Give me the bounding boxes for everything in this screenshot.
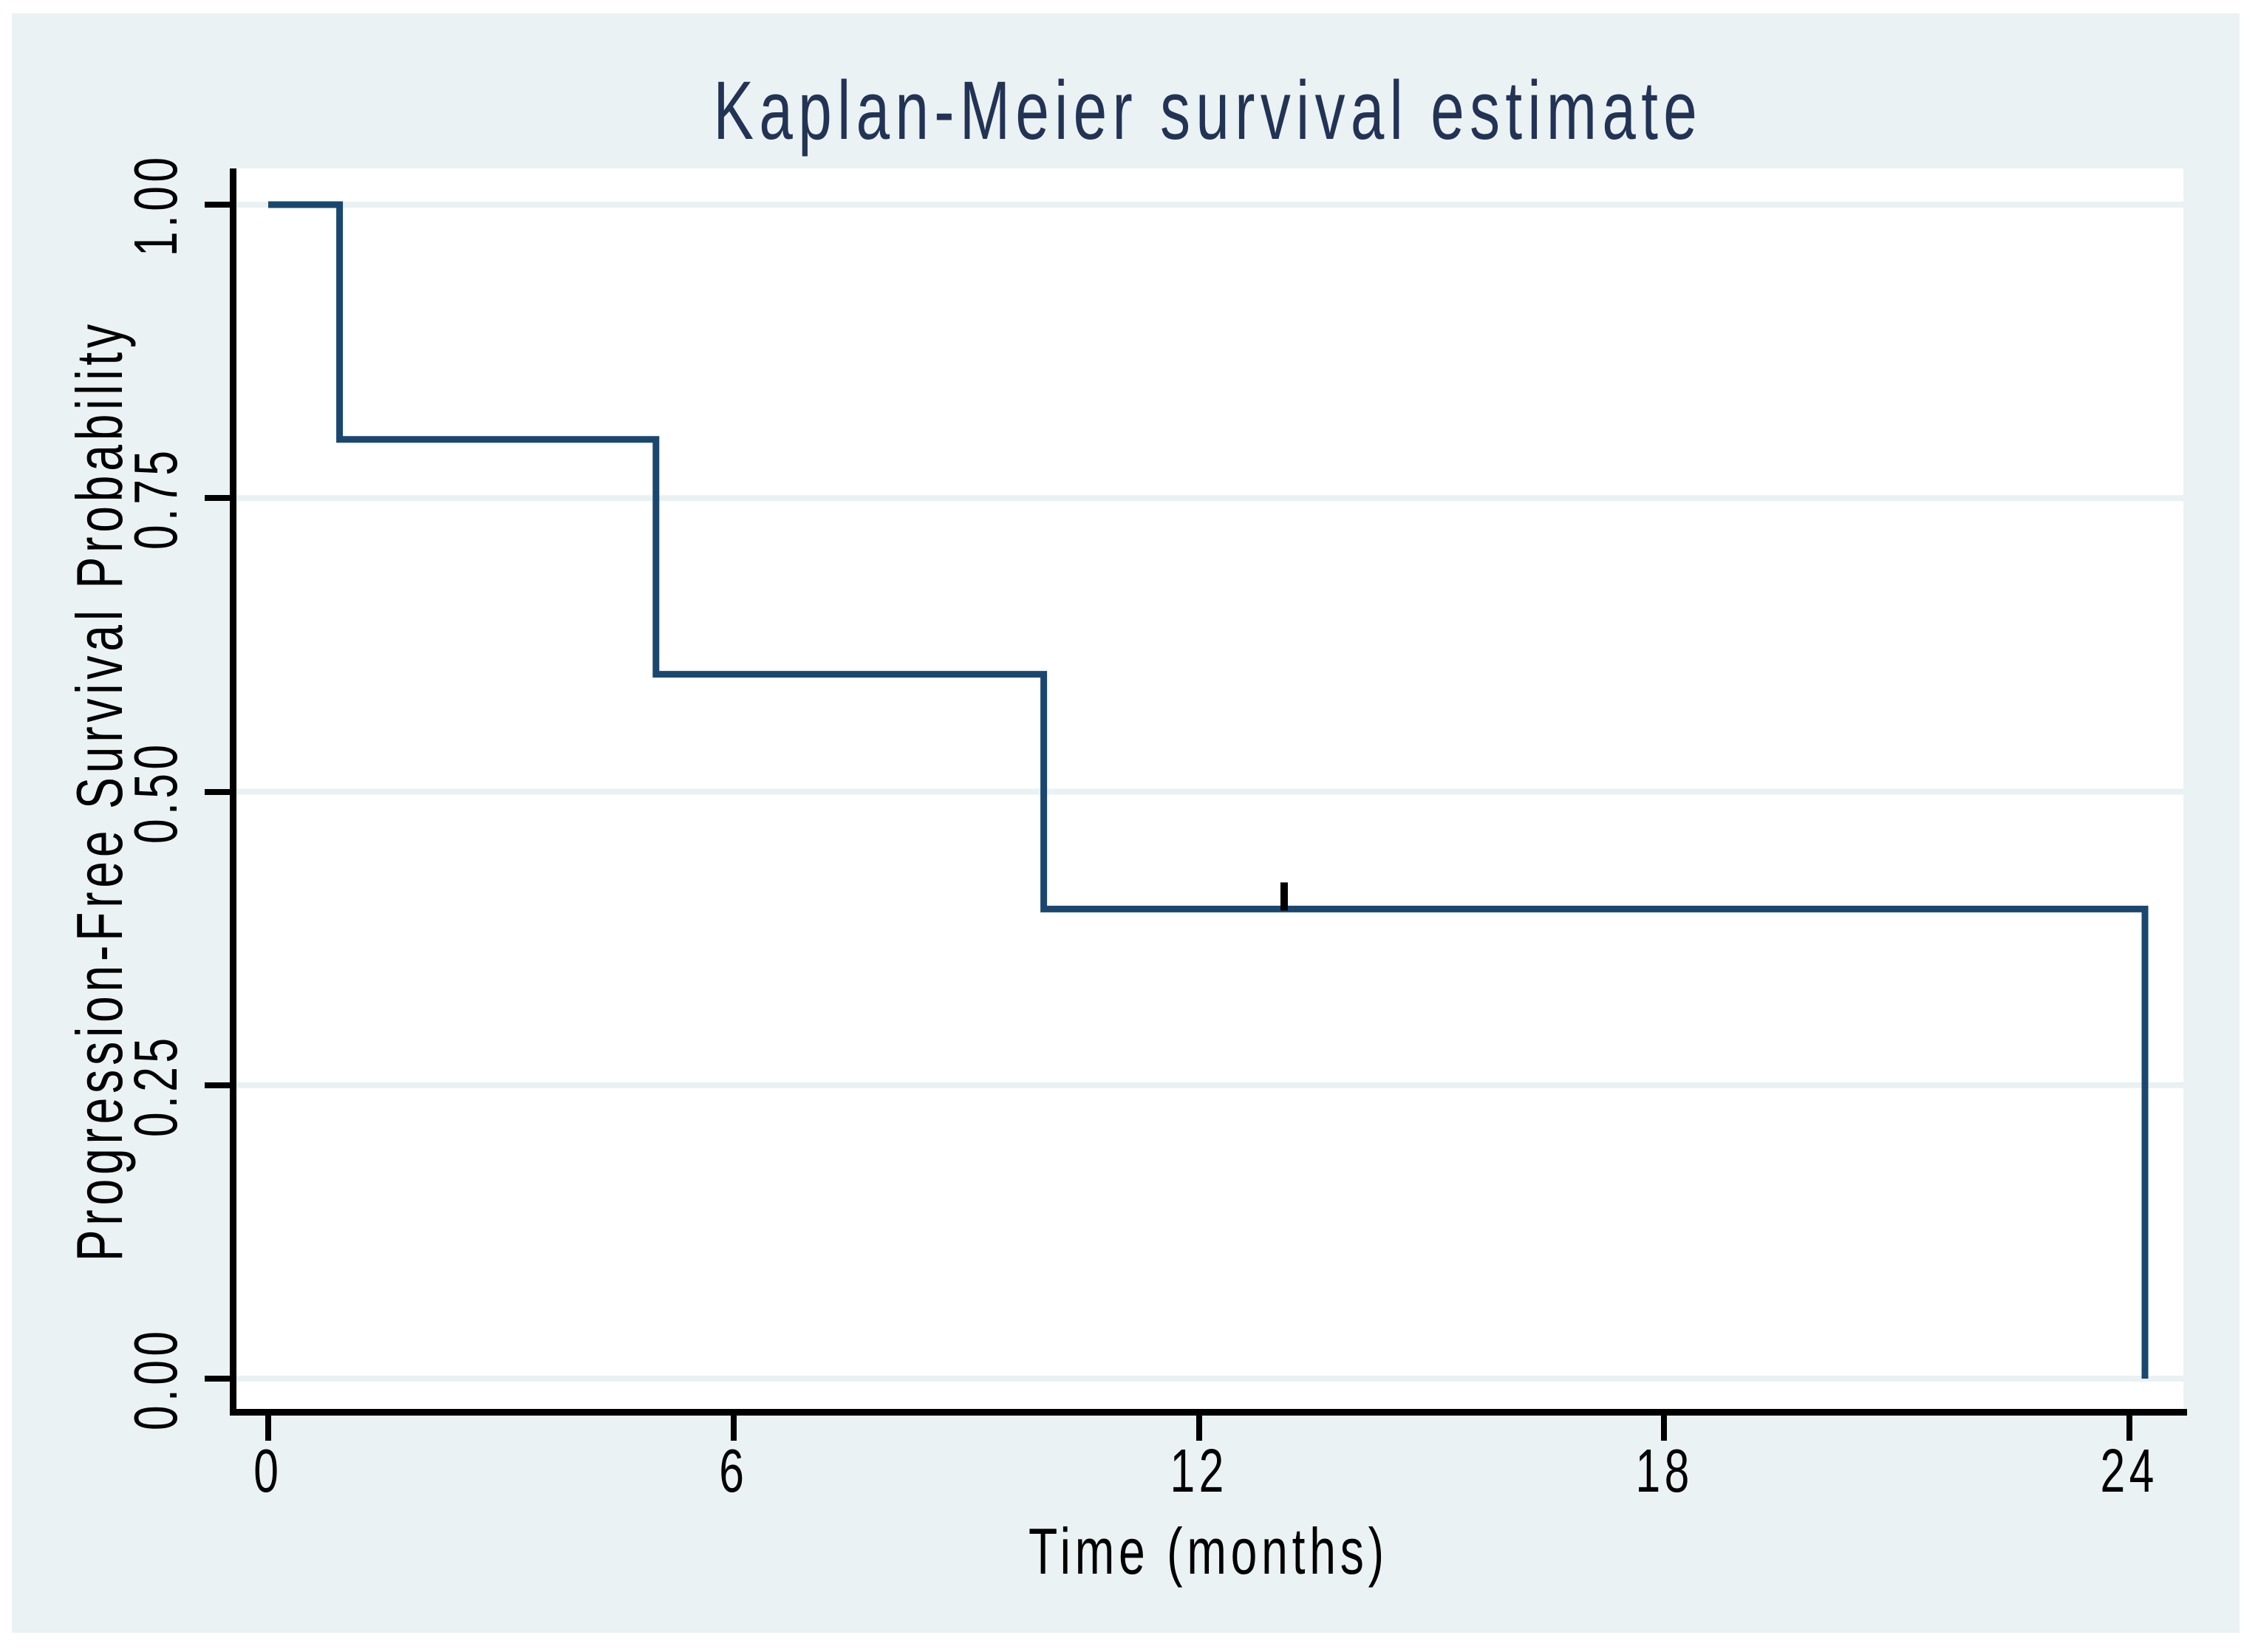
x-tick-label-text: 18: [1635, 1436, 1694, 1505]
x-tick-label: 12: [1118, 1436, 1280, 1505]
y-tick: [205, 1376, 230, 1382]
x-axis-title: Time (months): [233, 1515, 2183, 1588]
chart-title: Kaplan-Meier survival estimate: [233, 64, 2183, 157]
y-tick: [205, 202, 230, 208]
y-axis-line: [230, 168, 236, 1416]
x-tick-label-text: 24: [2100, 1436, 2159, 1505]
x-tick-label-text: 12: [1170, 1436, 1228, 1505]
x-axis-title-text: Time (months): [1028, 1515, 1388, 1588]
x-tick-label-text: 6: [719, 1436, 748, 1505]
x-tick-label: 24: [2048, 1436, 2211, 1505]
x-tick-label: 0: [187, 1436, 349, 1505]
survival-step-line: [268, 201, 2149, 1379]
x-tick: [2126, 1416, 2133, 1441]
survival-curve-svg: [233, 201, 2183, 1382]
x-tick: [1195, 1416, 1202, 1441]
x-tick: [730, 1416, 737, 1441]
y-tick: [205, 788, 230, 795]
x-tick: [265, 1416, 271, 1441]
y-axis-title: Progression-Free Survival Probability: [63, 163, 136, 1419]
x-tick-label-text: 0: [253, 1436, 283, 1505]
x-tick: [1661, 1416, 1668, 1441]
x-tick-label: 18: [1583, 1436, 1745, 1505]
y-axis-title-text: Progression-Free Survival Probability: [63, 319, 136, 1262]
x-tick-label: 6: [652, 1436, 815, 1505]
y-tick: [205, 1082, 230, 1088]
y-tick: [205, 495, 230, 502]
chart-title-text: Kaplan-Meier survival estimate: [713, 64, 1703, 157]
x-axis-line: [230, 1409, 2187, 1416]
